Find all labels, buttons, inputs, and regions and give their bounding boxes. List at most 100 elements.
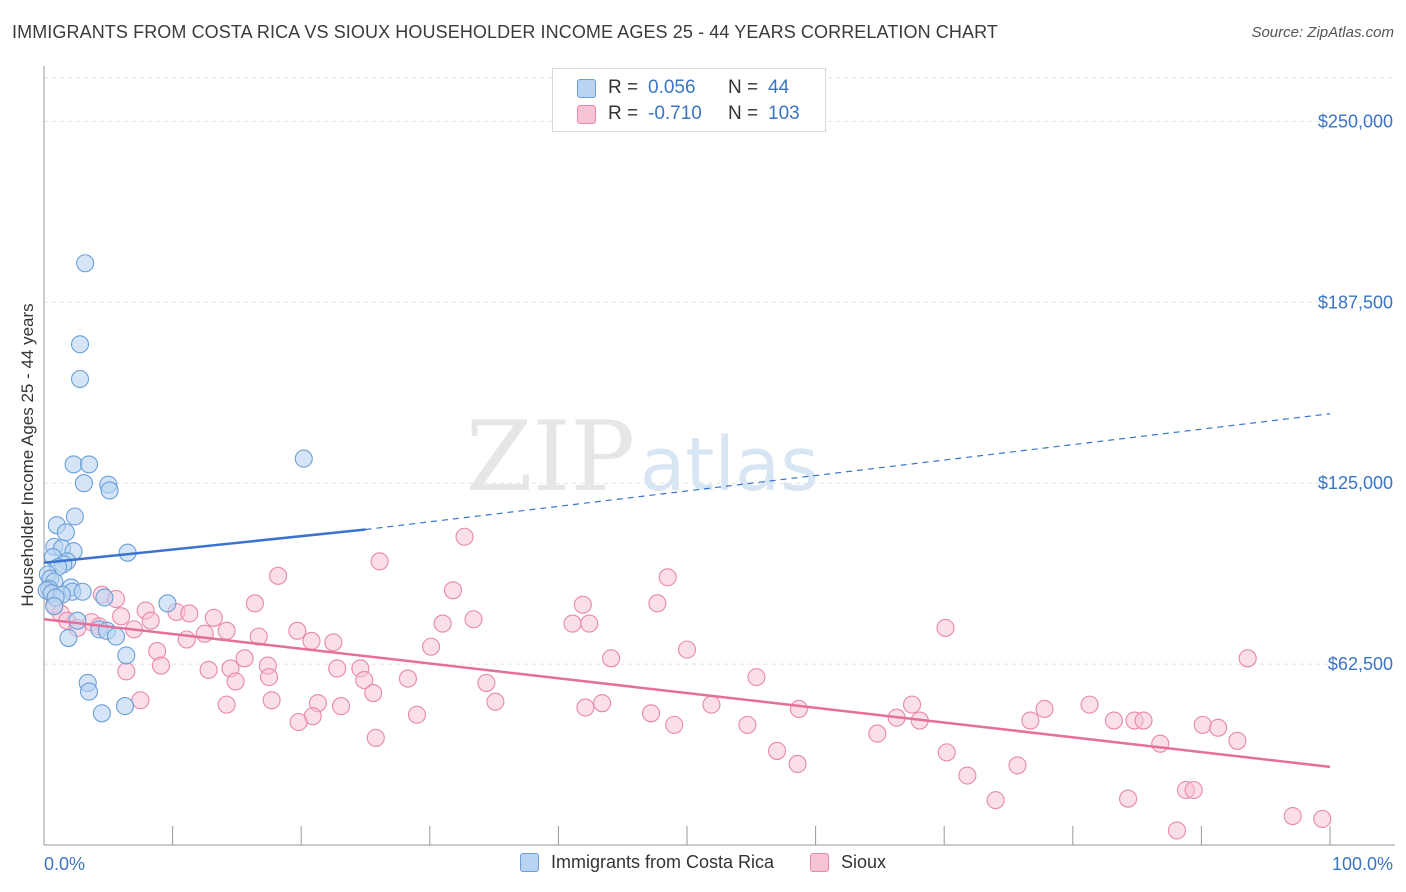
- sioux-point: [289, 712, 308, 732]
- costa-rica-point: [106, 627, 126, 646]
- sioux-point: [355, 670, 374, 690]
- costa-rica-point: [79, 682, 99, 701]
- axis-labels: $62,500 $125,000 $187,500 $250,000 0.0% 100.0…: [18, 111, 1393, 874]
- blue-swatch-icon: [519, 853, 539, 872]
- y-axis-title: Householder Income Ages 25 - 44 years: [18, 303, 37, 606]
- sioux-point: [151, 656, 171, 675]
- costa-rica-point: [59, 629, 78, 648]
- sioux-point: [217, 621, 236, 640]
- sioux-point: [332, 697, 351, 716]
- sioux-point: [324, 633, 343, 652]
- costa-rica-point: [70, 335, 90, 354]
- costa-rica-point: [76, 254, 95, 273]
- sioux-point: [180, 604, 199, 623]
- sioux-point: [1151, 734, 1170, 753]
- costa-rica-point: [65, 507, 84, 526]
- y-tick-label: $125,000: [1318, 473, 1393, 493]
- sioux-point: [958, 766, 977, 785]
- sioux-point: [648, 594, 667, 613]
- y-tick-label: $187,500: [1318, 292, 1393, 312]
- correlation-legend: R = 0.056 N = 44 R = -0.710 N = 103: [552, 68, 826, 132]
- sioux-point: [788, 754, 807, 774]
- sioux-points: [45, 527, 1332, 840]
- costa-rica-point: [95, 588, 114, 607]
- sioux-point: [217, 695, 236, 714]
- sioux-point: [422, 637, 441, 656]
- sioux-point: [1134, 711, 1153, 730]
- pink-swatch-icon: [577, 104, 596, 124]
- legend-item-costa-rica[interactable]: Immigrants from Costa Rica: [519, 852, 775, 873]
- sioux-point: [1021, 711, 1040, 730]
- x-tick-label-start: 0.0%: [44, 854, 85, 874]
- sioux-point: [1119, 789, 1138, 808]
- sioux-point: [986, 791, 1005, 810]
- sioux-point: [665, 715, 684, 734]
- costa-rica-point: [70, 369, 90, 389]
- sioux-point: [443, 581, 462, 600]
- axes: [43, 66, 1395, 846]
- sioux-point: [641, 704, 661, 723]
- r-label: R =: [608, 77, 639, 98]
- sioux-point: [937, 743, 956, 762]
- costa-rica-trend-extension: [365, 413, 1331, 531]
- legend-label: Sioux: [841, 852, 887, 872]
- sioux-point: [235, 649, 254, 668]
- sioux-point: [364, 683, 383, 703]
- sioux-point: [464, 610, 483, 629]
- costa-rica-point: [115, 697, 135, 716]
- sioux-point: [573, 595, 592, 614]
- sioux-point: [245, 594, 264, 613]
- sioux-point: [1167, 821, 1187, 840]
- r-label: R =: [608, 103, 639, 124]
- sioux-point: [328, 659, 347, 678]
- sioux-point: [902, 695, 922, 714]
- sioux-point: [702, 695, 721, 714]
- costa-rica-point: [158, 594, 177, 613]
- sioux-point: [370, 552, 389, 571]
- sioux-point: [455, 527, 474, 546]
- sioux-point: [1080, 695, 1099, 714]
- legend-row-sioux: R = -0.710 N = 103: [577, 102, 800, 126]
- legend-item-sioux[interactable]: Sioux: [810, 852, 886, 873]
- sioux-point: [868, 724, 887, 743]
- costa-rica-point: [45, 597, 64, 616]
- n-label: N =: [728, 103, 759, 124]
- sioux-point: [1104, 711, 1124, 730]
- watermark-atlas: atlas: [640, 422, 819, 508]
- sioux-point: [398, 669, 417, 688]
- sioux-point: [407, 705, 426, 724]
- sioux-point: [204, 608, 223, 627]
- sioux-point: [226, 672, 245, 691]
- sioux-point: [302, 631, 321, 650]
- legend-label: Immigrants from Costa Rica: [550, 852, 775, 872]
- sioux-point: [593, 694, 612, 713]
- n-label: N =: [728, 77, 759, 98]
- pink-swatch-icon: [810, 853, 830, 872]
- sioux-point: [269, 566, 288, 585]
- grid-lines: [44, 77, 1395, 665]
- costa-rica-point: [100, 481, 119, 500]
- chart-title: IMMIGRANTS FROM COSTA RICA VS SIOUX HOUS…: [12, 22, 998, 42]
- sioux-point: [259, 668, 279, 687]
- sioux-point: [288, 621, 307, 640]
- sioux-point: [936, 618, 955, 637]
- costa-rica-point: [64, 455, 83, 474]
- sioux-point: [477, 673, 496, 692]
- costa-rica-point: [294, 449, 313, 468]
- sioux-point: [112, 607, 131, 626]
- trend-lines: [43, 413, 1331, 769]
- sioux-trend-line: [43, 617, 1331, 769]
- sioux-point: [677, 640, 697, 659]
- sioux-point: [789, 699, 808, 719]
- costa-rica-point: [56, 523, 75, 542]
- costa-rica-point: [117, 646, 136, 665]
- sioux-point: [580, 614, 599, 633]
- legend-row-costa-rica: R = 0.056 N = 44: [577, 76, 789, 100]
- sioux-point: [1283, 807, 1302, 826]
- sioux-point: [576, 698, 595, 717]
- sioux-point: [433, 614, 452, 633]
- r-value: 0.056: [648, 77, 696, 98]
- watermark-zip: ZIP: [466, 401, 635, 513]
- chart-source: Source: ZipAtlas.com: [1251, 24, 1394, 41]
- sioux-point: [199, 660, 218, 679]
